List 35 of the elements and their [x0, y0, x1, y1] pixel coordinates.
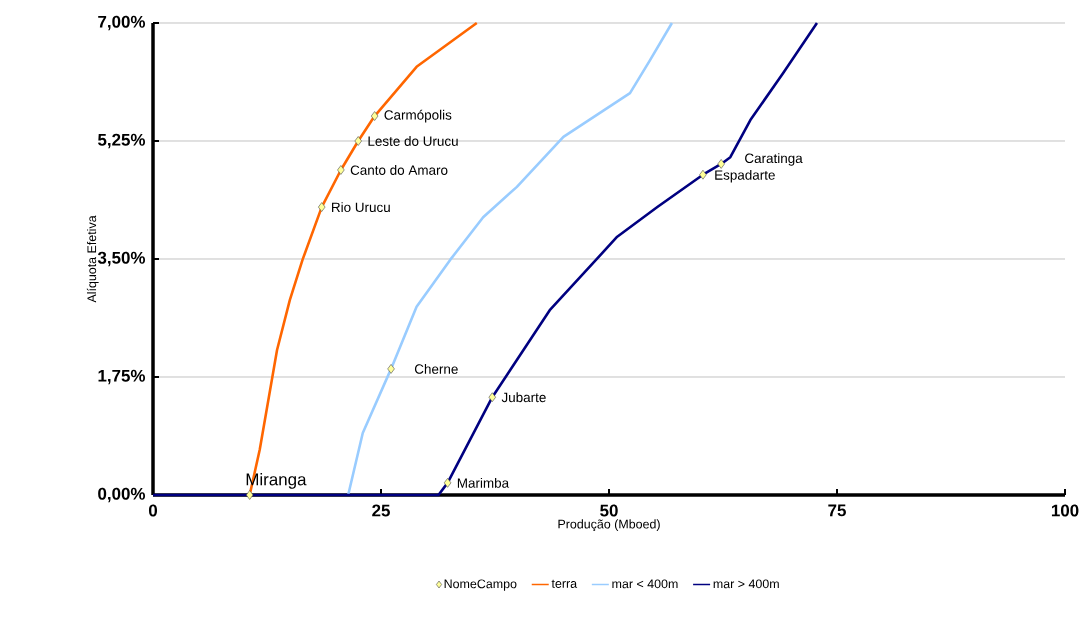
point: [354, 136, 362, 146]
y-tick-label: 1,75%: [98, 369, 146, 385]
annotation: Cherne: [414, 363, 458, 374]
x-axis-title: Produção (Mboed): [558, 519, 660, 531]
y-axis-title: Alíquota Efetiva: [86, 215, 99, 303]
point: [443, 478, 452, 488]
point: [370, 111, 379, 121]
point: [387, 364, 395, 374]
legend-label: mar < 400m: [612, 579, 678, 589]
point: [699, 169, 707, 180]
legend-label: terra: [551, 579, 578, 588]
x-tick-label: 0: [148, 504, 158, 517]
x-tick-label: 100: [1051, 504, 1079, 517]
annotation: Carmópolis: [384, 109, 452, 123]
y-tick-label: 5,25%: [97, 133, 146, 149]
annotation: Leste do Urucu: [368, 136, 458, 146]
point: [337, 165, 345, 175]
point: [488, 392, 496, 403]
x-tick-label: 50: [600, 504, 618, 517]
annotation: Rio Urucu: [332, 202, 390, 212]
y-tick-label: 7,00%: [98, 15, 146, 31]
point: [318, 202, 326, 212]
y-tick-label: 0,00%: [98, 487, 146, 503]
point: [717, 159, 725, 169]
annotation: Canto do Amaro: [350, 165, 448, 175]
annotation: Marimba: [457, 477, 510, 488]
annotation: Jubarte: [501, 392, 546, 403]
x-tick-label: 25: [372, 504, 390, 517]
annotation: Caratinga: [745, 153, 803, 166]
point: [246, 490, 254, 500]
x-tick-label: 75: [828, 504, 846, 517]
legend-label: NomeCampo: [444, 579, 517, 591]
annotation: Espadarte: [715, 169, 775, 183]
y-tick-label: 3,50%: [97, 251, 146, 267]
legend-label: mar > 400m: [713, 579, 779, 589]
